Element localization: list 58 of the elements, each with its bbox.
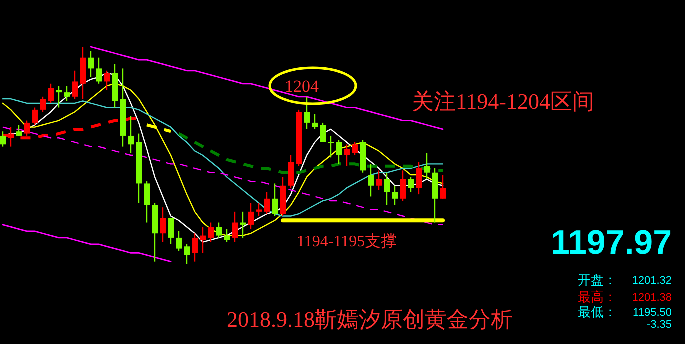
candlestick: [408, 176, 414, 193]
candlestick: [272, 183, 278, 217]
candlestick: [304, 96, 310, 130]
candlestick: [264, 192, 270, 215]
candlestick: [64, 85, 70, 102]
candlestick: [376, 170, 382, 191]
candlestick: [176, 230, 182, 252]
candlestick: [40, 96, 46, 113]
candlestick: [392, 185, 398, 206]
candlestick: [144, 180, 150, 224]
candlestick: [224, 228, 230, 243]
candlestick: [352, 142, 358, 156]
annotation: 关注1194-1204区间: [412, 89, 595, 114]
candlestick: [72, 70, 78, 100]
candlestick: [32, 107, 38, 126]
candlestick: [256, 202, 262, 217]
candlestick: [208, 222, 214, 243]
candlestick: [56, 85, 62, 108]
candlestick: [48, 83, 54, 104]
text: 1197.97: [550, 224, 672, 262]
text: 2018.9.18靳嫣汐原创黄金分析: [227, 307, 513, 332]
candlestick: [384, 172, 390, 206]
candlestick: [216, 222, 222, 239]
candlestick: [336, 140, 342, 165]
candlestick: [288, 154, 294, 189]
candlestick: [192, 233, 198, 262]
candlestick: [104, 70, 110, 91]
candlestick: [200, 226, 206, 254]
candlestick: [312, 114, 318, 130]
candlestick: [424, 152, 430, 180]
text: 1195.50: [633, 306, 672, 319]
text: -3.35: [646, 318, 672, 331]
annotation: 1204: [285, 76, 320, 96]
text: 最低：: [578, 304, 617, 320]
candlestick: [232, 211, 238, 243]
candlestick: [16, 124, 22, 137]
candlestick: [344, 144, 350, 167]
candlestick: [96, 57, 102, 84]
text: 1201.38: [632, 292, 672, 304]
candlestick: [400, 170, 406, 202]
candlestick: [368, 164, 374, 198]
candlestick: [240, 211, 246, 239]
candlestick: [160, 206, 166, 243]
candlestick: [168, 218, 174, 246]
candlestick: [416, 161, 422, 196]
text: 1201.32: [632, 274, 672, 287]
text: 最高：: [578, 289, 617, 304]
candlestick: [248, 202, 254, 230]
candlestick: [320, 122, 326, 144]
text: 开盘：: [578, 272, 617, 288]
candlestick: [0, 131, 6, 148]
candlestick: [24, 120, 30, 137]
candlestick: [128, 116, 134, 154]
candlestick: [184, 244, 190, 265]
candlestick: [440, 174, 446, 200]
candlestick: [328, 135, 334, 158]
candlestick: [88, 50, 94, 78]
annotation: 1194-1195支撑: [297, 232, 398, 251]
